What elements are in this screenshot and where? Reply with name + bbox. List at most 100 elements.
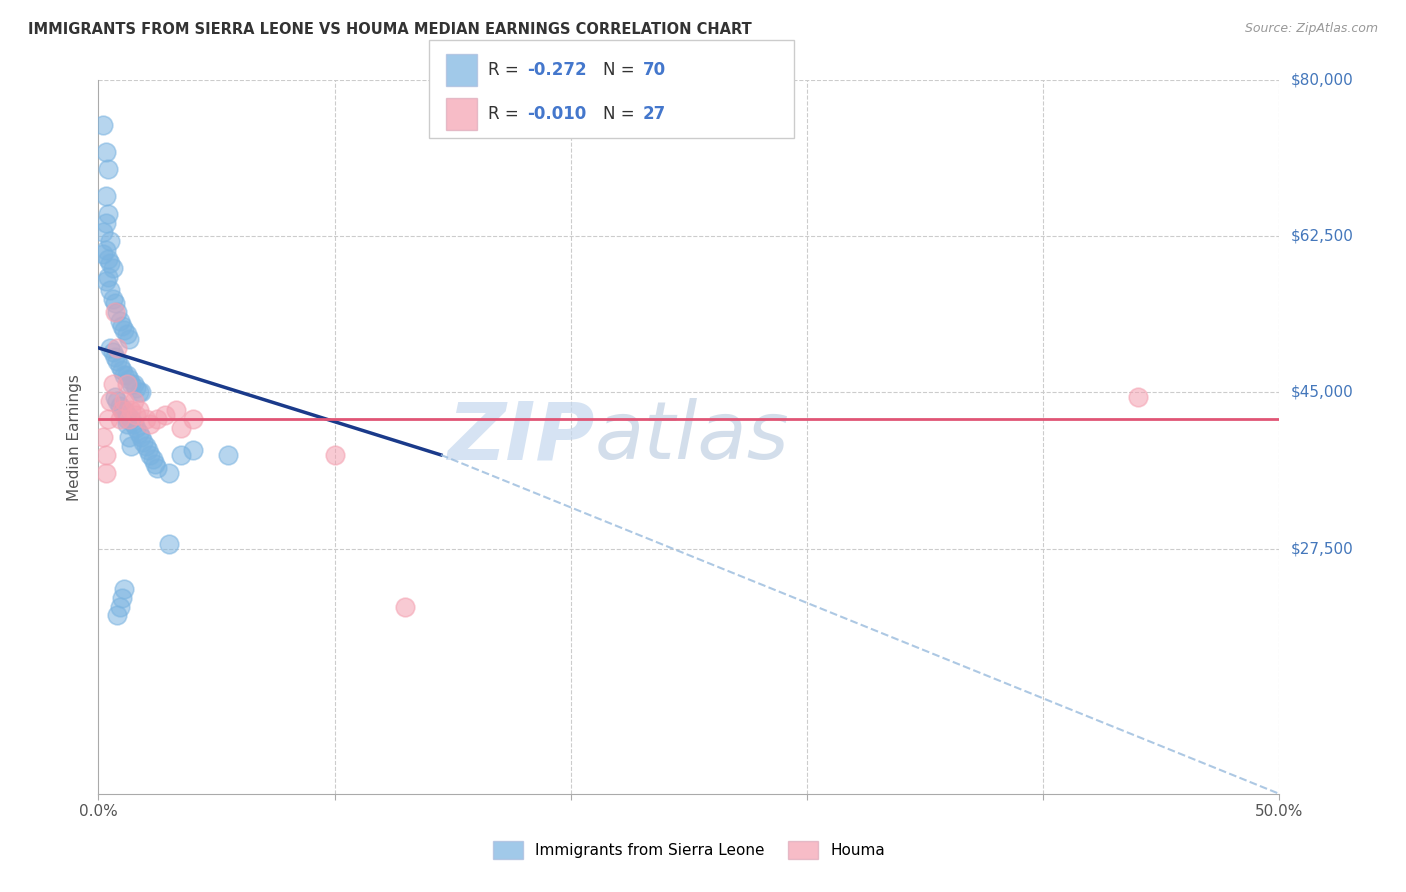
Y-axis label: Median Earnings: Median Earnings <box>67 374 83 500</box>
Point <box>108 359 131 373</box>
Point <box>105 341 128 355</box>
Point <box>128 385 150 400</box>
Point <box>101 292 124 306</box>
Point <box>94 466 117 480</box>
Point <box>146 412 169 426</box>
Point <box>122 394 145 409</box>
Point <box>94 243 117 257</box>
Point <box>101 345 124 359</box>
Point <box>118 430 141 444</box>
Point <box>97 207 120 221</box>
Point <box>125 421 148 435</box>
Point <box>98 341 121 355</box>
Point <box>91 225 114 239</box>
Point <box>115 412 138 426</box>
Point <box>97 412 120 426</box>
Point <box>97 162 120 177</box>
Point <box>139 417 162 431</box>
Point <box>125 408 148 422</box>
Point <box>135 439 157 453</box>
Point <box>128 403 150 417</box>
Point <box>91 430 114 444</box>
Point <box>118 372 141 386</box>
Text: N =: N = <box>603 104 640 123</box>
Point <box>105 354 128 368</box>
Text: atlas: atlas <box>595 398 789 476</box>
Point <box>128 425 150 440</box>
Text: IMMIGRANTS FROM SIERRA LEONE VS HOUMA MEDIAN EARNINGS CORRELATION CHART: IMMIGRANTS FROM SIERRA LEONE VS HOUMA ME… <box>28 22 752 37</box>
Point <box>98 283 121 297</box>
Point <box>105 394 128 409</box>
Point <box>108 399 131 413</box>
Point <box>115 376 138 391</box>
Point <box>111 403 134 417</box>
Point <box>118 412 141 426</box>
Point <box>135 412 157 426</box>
Point <box>104 305 127 319</box>
Point <box>101 260 124 275</box>
Point <box>91 118 114 132</box>
Point <box>111 591 134 605</box>
Point <box>153 408 176 422</box>
Point <box>122 376 145 391</box>
Point <box>98 256 121 270</box>
Point <box>105 608 128 623</box>
Point <box>217 448 239 462</box>
Legend: Immigrants from Sierra Leone, Houma: Immigrants from Sierra Leone, Houma <box>486 835 891 864</box>
Point <box>105 305 128 319</box>
Point <box>94 189 117 203</box>
Point <box>111 318 134 333</box>
Point <box>129 430 152 444</box>
Point <box>104 350 127 364</box>
Point <box>101 376 124 391</box>
Point <box>112 368 135 382</box>
Point <box>143 457 166 471</box>
Point <box>323 448 346 462</box>
Point <box>394 599 416 614</box>
Point <box>112 394 135 409</box>
Point <box>170 421 193 435</box>
Text: $80,000: $80,000 <box>1291 73 1354 87</box>
Text: N =: N = <box>603 61 640 78</box>
Point <box>94 448 117 462</box>
Point <box>112 403 135 417</box>
Point <box>108 314 131 328</box>
Point <box>129 385 152 400</box>
Point <box>132 434 155 449</box>
Point <box>181 412 204 426</box>
Point <box>97 269 120 284</box>
Point <box>108 599 131 614</box>
Text: ZIP: ZIP <box>447 398 595 476</box>
Point <box>136 443 159 458</box>
Point <box>98 234 121 248</box>
Point <box>121 376 143 391</box>
Point <box>97 252 120 266</box>
Point <box>121 439 143 453</box>
Point <box>157 537 180 551</box>
Point <box>139 448 162 462</box>
Point <box>146 461 169 475</box>
Point <box>125 381 148 395</box>
Point <box>94 274 117 288</box>
Point <box>115 327 138 342</box>
Point <box>142 452 165 467</box>
Text: 27: 27 <box>643 104 666 123</box>
Point <box>111 363 134 377</box>
Point <box>118 412 141 426</box>
Point <box>94 145 117 159</box>
Text: -0.010: -0.010 <box>527 104 586 123</box>
Point <box>122 417 145 431</box>
Point <box>157 466 180 480</box>
Point <box>121 412 143 426</box>
Point <box>112 582 135 596</box>
Point <box>111 403 134 417</box>
Text: R =: R = <box>488 61 524 78</box>
Point <box>115 417 138 431</box>
Point <box>170 448 193 462</box>
Point <box>104 390 127 404</box>
Text: Source: ZipAtlas.com: Source: ZipAtlas.com <box>1244 22 1378 36</box>
Point <box>165 403 187 417</box>
Point <box>1126 390 1149 404</box>
Point <box>115 368 138 382</box>
Point <box>121 403 143 417</box>
